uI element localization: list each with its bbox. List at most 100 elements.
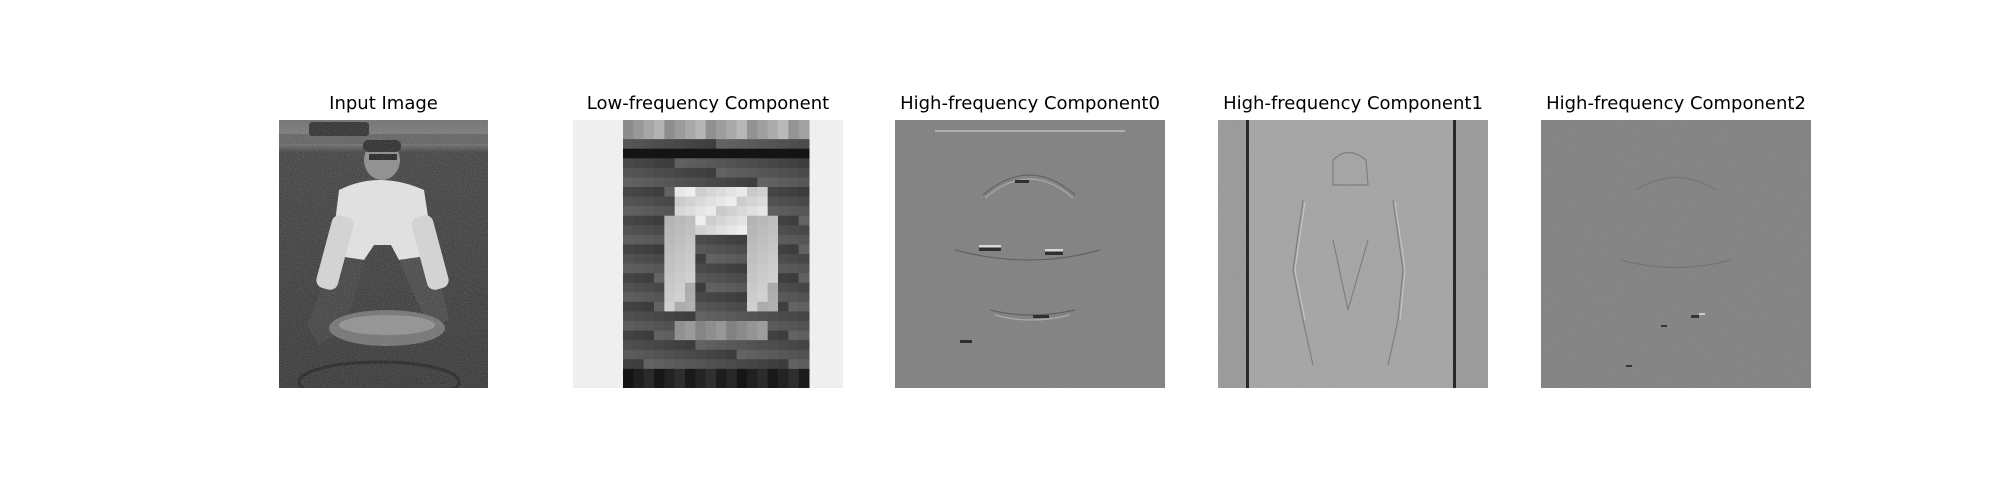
low-frequency-block — [736, 282, 748, 293]
low-frequency-block — [633, 244, 645, 255]
low-frequency-block — [654, 129, 665, 140]
low-frequency-block — [716, 167, 727, 178]
low-frequency-block — [623, 321, 634, 332]
low-frequency-block — [643, 340, 655, 351]
low-frequency-block — [716, 321, 727, 332]
low-frequency-block — [695, 120, 707, 131]
low-frequency-block — [643, 120, 655, 131]
low-frequency-block — [664, 254, 676, 265]
low-frequency-block — [788, 321, 800, 332]
low-frequency-block — [716, 349, 727, 360]
low-frequency-block — [757, 196, 769, 207]
low-frequency-block — [747, 225, 758, 236]
low-frequency-block — [747, 215, 758, 226]
low-frequency-block — [654, 215, 665, 226]
low-frequency-block — [695, 167, 707, 178]
low-frequency-block — [716, 196, 727, 207]
low-frequency-block — [623, 378, 634, 388]
low-frequency-block — [685, 120, 696, 131]
low-frequency-block — [654, 282, 665, 293]
low-frequency-block — [788, 254, 800, 265]
low-frequency-block — [664, 368, 676, 379]
low-frequency-block — [705, 349, 717, 360]
low-frequency-block — [685, 301, 696, 312]
low-frequency-block — [767, 282, 779, 293]
low-frequency-block — [757, 292, 769, 303]
low-frequency-block — [726, 263, 738, 274]
low-frequency-block — [736, 215, 748, 226]
low-frequency-block — [767, 273, 779, 284]
low-frequency-block — [716, 158, 727, 169]
low-frequency-block — [654, 301, 665, 312]
low-frequency-block — [685, 158, 696, 169]
low-frequency-block — [695, 340, 707, 351]
low-frequency-block — [798, 378, 810, 388]
low-frequency-block — [767, 301, 779, 312]
low-frequency-block — [674, 263, 686, 274]
low-frequency-block — [757, 368, 769, 379]
low-frequency-block — [654, 139, 665, 150]
low-frequency-block — [623, 301, 634, 312]
low-frequency-block — [643, 321, 655, 332]
low-frequency-block — [757, 273, 769, 284]
low-frequency-block — [643, 177, 655, 188]
low-frequency-block — [788, 234, 800, 245]
low-frequency-block — [664, 177, 676, 188]
low-frequency-block — [726, 158, 738, 169]
low-frequency-block — [705, 129, 717, 140]
low-frequency-block — [778, 301, 789, 312]
low-frequency-block — [798, 234, 810, 245]
low-frequency-block — [716, 263, 727, 274]
low-frequency-block — [726, 120, 738, 131]
low-frequency-block — [747, 359, 758, 370]
low-frequency-block — [685, 234, 696, 245]
low-frequency-block — [726, 321, 738, 332]
low-frequency-block — [726, 292, 738, 303]
high-frequency-0-image — [895, 120, 1165, 388]
low-frequency-block — [695, 349, 707, 360]
low-frequency-block — [654, 292, 665, 303]
low-frequency-block — [654, 378, 665, 388]
low-frequency-block — [798, 311, 810, 322]
low-frequency-block — [654, 196, 665, 207]
low-frequency-block — [798, 263, 810, 274]
low-frequency-block — [716, 206, 727, 217]
low-frequency-block — [705, 148, 717, 159]
low-frequency-block — [726, 177, 738, 188]
low-frequency-block — [778, 187, 789, 198]
low-frequency-block — [778, 292, 789, 303]
low-frequency-block — [654, 368, 665, 379]
low-frequency-block — [726, 225, 738, 236]
low-frequency-block — [633, 311, 645, 322]
low-frequency-block — [633, 359, 645, 370]
low-frequency-block — [716, 139, 727, 150]
low-frequency-block — [685, 282, 696, 293]
low-frequency-block — [788, 368, 800, 379]
low-frequency-block — [654, 167, 665, 178]
low-frequency-block — [726, 196, 738, 207]
low-frequency-block — [798, 158, 810, 169]
low-frequency-block — [788, 359, 800, 370]
low-frequency-block — [757, 139, 769, 150]
low-frequency-block — [674, 301, 686, 312]
low-frequency-block — [674, 139, 686, 150]
low-frequency-block — [623, 187, 634, 198]
low-frequency-block — [747, 378, 758, 388]
low-frequency-block — [767, 292, 779, 303]
low-frequency-block — [623, 254, 634, 265]
low-frequency-block — [798, 206, 810, 217]
low-frequency-block — [736, 311, 748, 322]
low-frequency-block — [664, 282, 676, 293]
low-frequency-block — [674, 311, 686, 322]
low-frequency-block — [757, 378, 769, 388]
low-frequency-block — [767, 359, 779, 370]
low-frequency-block — [778, 206, 789, 217]
low-frequency-block — [736, 359, 748, 370]
low-frequency-block — [674, 368, 686, 379]
low-frequency-block — [633, 254, 645, 265]
low-frequency-block — [674, 225, 686, 236]
low-frequency-block — [788, 273, 800, 284]
low-frequency-block — [778, 282, 789, 293]
low-frequency-block — [633, 234, 645, 245]
low-frequency-block — [643, 311, 655, 322]
